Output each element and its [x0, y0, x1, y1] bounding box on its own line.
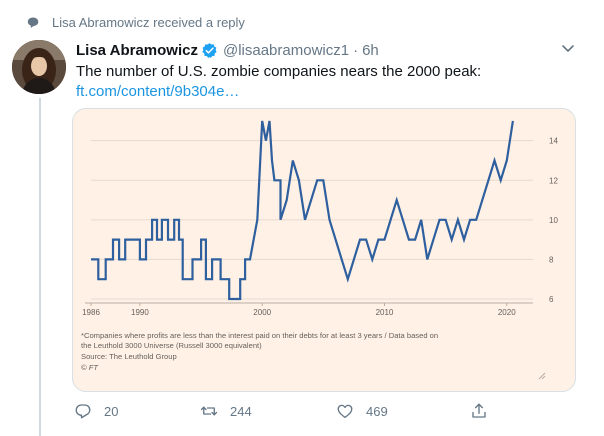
- tweet-link[interactable]: ft.com/content/9b304e…: [76, 83, 240, 100]
- chart-card[interactable]: 1986 1990 2000 2010 2020 6 8 10 12 14 *Companies…: [72, 108, 576, 392]
- ft-credit: © FT: [81, 363, 99, 372]
- like-button[interactable]: 469: [336, 398, 388, 424]
- x-tick-label: 1986: [82, 308, 100, 317]
- separator-dot: ·: [353, 41, 359, 59]
- tweet-timestamp[interactable]: 6h: [362, 41, 379, 59]
- retweet-count: 244: [230, 403, 252, 419]
- x-axis-ticks: 1986 1990 2000 2010 2020: [82, 302, 533, 317]
- chevron-down-icon[interactable]: [560, 40, 576, 56]
- tweet-actions: 20 244 469: [72, 398, 502, 424]
- tweet-text: The number of U.S. zombie companies near…: [76, 63, 482, 80]
- thread-line: [39, 98, 41, 436]
- retweet-button[interactable]: 244: [200, 398, 252, 424]
- y-tick-label: 6: [549, 295, 554, 304]
- resize-grip-icon: [538, 372, 546, 380]
- zombie-companies-chart: 1986 1990 2000 2010 2020 6 8 10 12 14 *Companies…: [81, 120, 558, 380]
- author-name[interactable]: Lisa Abramowicz: [76, 41, 198, 59]
- reply-icon: [75, 404, 91, 419]
- x-tick-label: 2020: [498, 308, 516, 317]
- series-line: [91, 120, 514, 301]
- y-tick-label: 12: [549, 176, 558, 185]
- author-handle[interactable]: @lisaabramowicz1: [222, 41, 350, 59]
- reply-count: 20: [104, 403, 119, 419]
- y-tick-label: 14: [549, 137, 558, 146]
- avatar[interactable]: [12, 40, 66, 94]
- share-button[interactable]: [470, 398, 500, 424]
- verified-badge-icon: [202, 42, 217, 58]
- footnote-line1: *Companies where profits are less than t…: [81, 331, 438, 340]
- heart-icon: [337, 404, 353, 419]
- reply-button[interactable]: 20: [74, 398, 118, 424]
- retweet-icon: [200, 406, 218, 416]
- footnote-line2: the Leuthold 3000 Universe (Russell 3000…: [81, 341, 262, 350]
- tweet-header: Lisa Abramowicz @lisaabramowicz1 · 6h: [76, 40, 379, 60]
- x-tick-label: 2000: [253, 308, 271, 317]
- source-label: Source: The Leuthold Group: [81, 352, 177, 361]
- context-label: Lisa Abramowicz received a reply: [52, 15, 245, 30]
- y-tick-label: 10: [549, 216, 558, 225]
- y-tick-label: 8: [549, 255, 554, 264]
- x-tick-label: 2010: [376, 308, 394, 317]
- x-tick-label: 1990: [131, 308, 149, 317]
- like-count: 469: [366, 403, 388, 419]
- speech-bubble-icon: [27, 17, 39, 28]
- y-axis-ticks: 6 8 10 12 14: [549, 137, 558, 304]
- share-icon: [472, 403, 486, 418]
